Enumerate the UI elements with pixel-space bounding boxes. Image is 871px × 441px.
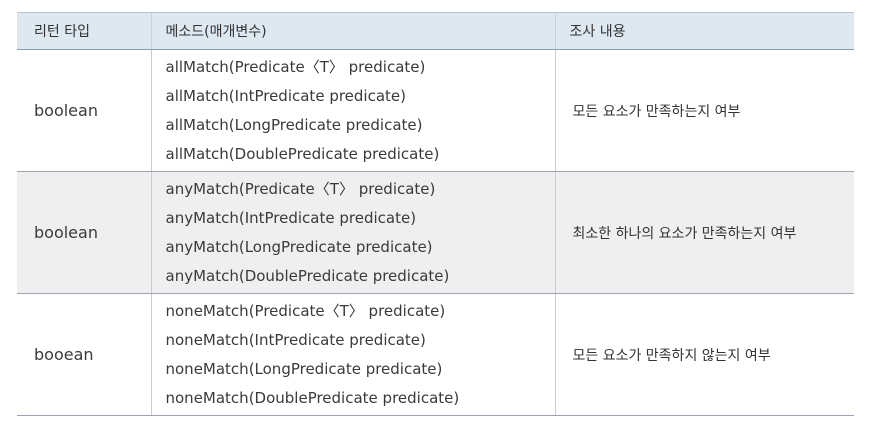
method-cell: allMatch(Predicate〈T〉 predicate) allMatc… (150, 49, 555, 172)
header-return-type: 리턴 타입 (17, 12, 151, 50)
table-header-row: 리턴 타입 메소드(매개변수) 조사 내용 (17, 12, 854, 50)
method-signature: anyMatch(DoublePredicate predicate) (165, 266, 450, 285)
method-signature: noneMatch(DoublePredicate predicate) (165, 388, 460, 407)
method-signature: allMatch(IntPredicate predicate) (165, 86, 407, 105)
table-row: booean noneMatch(Predicate〈T〉 predicate)… (17, 293, 854, 416)
method-signature: noneMatch(IntPredicate predicate) (165, 330, 426, 349)
method-signature: allMatch(DoublePredicate predicate) (165, 144, 440, 163)
table-row: boolean allMatch(Predicate〈T〉 predicate)… (17, 49, 854, 172)
method-signature: allMatch(LongPredicate predicate) (165, 115, 423, 134)
table-row: boolean anyMatch(Predicate〈T〉 predicate)… (17, 171, 854, 294)
method-signature: anyMatch(LongPredicate predicate) (165, 237, 433, 256)
return-type-cell: booean (17, 293, 151, 416)
header-method: 메소드(매개변수) (150, 12, 555, 50)
method-signature: noneMatch(Predicate〈T〉 predicate) (165, 301, 446, 320)
header-description: 조사 내용 (554, 12, 854, 50)
return-type-cell: boolean (17, 49, 151, 172)
method-signature: allMatch(Predicate〈T〉 predicate) (165, 57, 426, 76)
return-type-cell: boolean (17, 171, 151, 294)
match-methods-table: 리턴 타입 메소드(매개변수) 조사 내용 boolean allMatch(P… (17, 12, 854, 416)
description-cell: 모든 요소가 만족하지 않는지 여부 (554, 293, 854, 416)
method-cell: noneMatch(Predicate〈T〉 predicate) noneMa… (150, 293, 555, 416)
method-cell: anyMatch(Predicate〈T〉 predicate) anyMatc… (150, 171, 555, 294)
method-signature: noneMatch(LongPredicate predicate) (165, 359, 443, 378)
description-cell: 모든 요소가 만족하는지 여부 (554, 49, 854, 172)
description-cell: 최소한 하나의 요소가 만족하는지 여부 (554, 171, 854, 294)
method-signature: anyMatch(Predicate〈T〉 predicate) (165, 179, 436, 198)
method-signature: anyMatch(IntPredicate predicate) (165, 208, 417, 227)
